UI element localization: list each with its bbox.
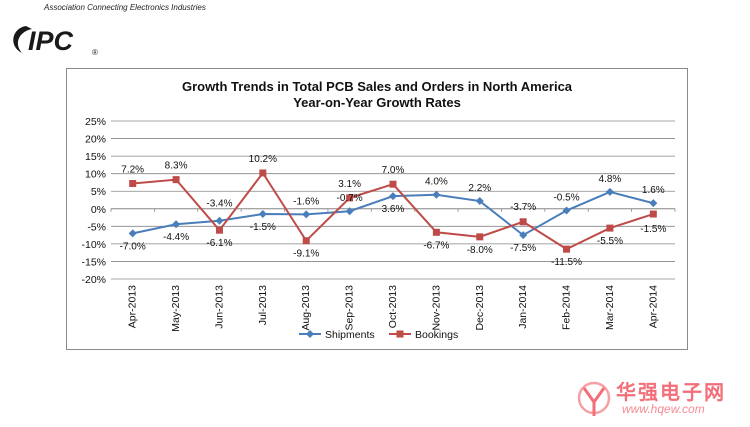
watermark-logo-icon <box>572 376 616 422</box>
y-tick-label: 5% <box>91 186 106 198</box>
y-tick-label: 0% <box>91 204 106 216</box>
bookings-data-label: -8.0% <box>467 245 493 256</box>
y-axis-ticks: 25% 20% 15% 10% 5% 0% -5% -10% -15% -20% <box>81 116 106 286</box>
shipments-point <box>172 220 180 228</box>
x-tick-label: May-2013 <box>170 285 182 332</box>
legend: Shipments Bookings <box>299 329 458 341</box>
bookings-data-label: 3.1% <box>338 179 361 190</box>
bookings-data-label: 10.2% <box>249 154 277 165</box>
legend-label: Shipments <box>325 329 375 341</box>
bookings-point <box>433 229 440 236</box>
x-tick-label: Jul-2013 <box>257 285 269 325</box>
shipments-data-label: 3.6% <box>382 204 405 215</box>
shipments-point <box>259 210 267 218</box>
shipments-point <box>302 210 310 218</box>
shipments-point <box>129 229 137 237</box>
x-tick-label: Sep-2013 <box>344 285 356 331</box>
bookings-point <box>650 211 657 218</box>
chart-frame: Growth Trends in Total PCB Sales and Ord… <box>66 68 688 350</box>
shipments-data-label: -1.6% <box>293 196 319 207</box>
x-tick-label: Mar-2014 <box>604 285 616 330</box>
bookings-data-label: -11.5% <box>551 257 582 268</box>
bookings-data-label: -6.7% <box>423 240 449 251</box>
bookings-data-label: -6.1% <box>206 238 232 249</box>
line-chart: Growth Trends in Total PCB Sales and Ord… <box>67 69 687 349</box>
x-tick-label: Dec-2013 <box>474 285 486 331</box>
shipments-data-label: -3.4% <box>206 199 232 210</box>
y-tick-label: 25% <box>85 116 106 128</box>
shipments-point <box>606 188 614 196</box>
shipments-point <box>215 217 223 225</box>
x-tick-label: Jun-2013 <box>213 285 225 329</box>
x-tick-label: Feb-2014 <box>561 285 573 330</box>
legend-label: Bookings <box>415 329 458 341</box>
y-tick-label: -15% <box>81 256 106 268</box>
shipments-data-label: 4.0% <box>425 177 448 188</box>
shipments-data-label: 1.6% <box>642 185 665 196</box>
x-tick-label: Nov-2013 <box>430 285 442 331</box>
tagline: Association Connecting Electronics Indus… <box>44 3 206 12</box>
watermark-text: 华强电子网 <box>616 376 726 405</box>
bookings-point <box>563 246 570 253</box>
logo-text: IPC <box>28 26 74 56</box>
bookings-point <box>173 176 180 183</box>
shipments-data-label: -0.7% <box>337 193 363 204</box>
shipments-data-label: 4.8% <box>599 174 622 185</box>
data-labels: -7.0% -4.4% -3.4% -1.5% -1.6% -0.7% 3.6% 4.0% 2.… <box>120 154 667 268</box>
shipments-data-label: 2.2% <box>468 183 491 194</box>
chart-subtitle: Year-on-Year Growth Rates <box>293 95 461 110</box>
y-tick-label: -10% <box>81 239 106 251</box>
x-tick-label: Oct-2013 <box>387 285 399 328</box>
bookings-point <box>390 181 397 188</box>
y-tick-label: -20% <box>81 274 106 286</box>
y-tick-label: 20% <box>85 134 106 146</box>
bookings-point <box>216 227 223 234</box>
bookings-data-label: 7.2% <box>121 164 144 175</box>
x-tick-label: Apr-2014 <box>647 285 659 328</box>
legend-marker <box>397 331 404 338</box>
bookings-data-label: -1.5% <box>640 224 666 235</box>
watermark: 华强电子网 www.hqew.com <box>572 376 748 422</box>
y-tick-label: 15% <box>85 151 106 163</box>
bookings-data-label: 8.3% <box>165 161 188 172</box>
bookings-point <box>259 169 266 176</box>
y-tick-label: -5% <box>87 221 106 233</box>
shipments-point <box>389 192 397 200</box>
bookings-point <box>476 233 483 240</box>
bookings-data-label: -9.1% <box>293 249 319 260</box>
x-axis-ticks: Apr-2013 May-2013 Jun-2013 Jul-2013 Aug-2013… <box>127 285 660 332</box>
shipments-point <box>563 207 571 215</box>
watermark-url: www.hqew.com <box>622 402 705 416</box>
header: Association Connecting Electronics Indus… <box>0 0 750 70</box>
shipments-data-label: -0.5% <box>553 193 579 204</box>
bookings-data-label: -5.5% <box>597 236 623 247</box>
bookings-data-label: -3.7% <box>510 202 536 213</box>
y-tick-label: 10% <box>85 169 106 181</box>
bookings-data-label: 7.0% <box>382 165 405 176</box>
logo-registered: ® <box>92 48 98 57</box>
shipments-point <box>649 199 657 207</box>
chart-title: Growth Trends in Total PCB Sales and Ord… <box>182 79 573 94</box>
shipments-data-label: -4.4% <box>163 232 189 243</box>
x-tick-label: Jan-2014 <box>517 285 529 329</box>
bookings-point <box>520 218 527 225</box>
x-tick-label: Aug-2013 <box>300 285 312 331</box>
shipments-point <box>432 191 440 199</box>
bookings-point <box>303 237 310 244</box>
x-tick-label: Apr-2013 <box>127 285 139 328</box>
shipments-data-label: -7.5% <box>510 243 536 254</box>
shipments-data-label: -7.0% <box>120 241 146 252</box>
bookings-point <box>129 180 136 187</box>
ipc-logo: IPC ® <box>6 20 106 60</box>
bookings-point <box>606 225 613 232</box>
shipments-data-label: -1.5% <box>250 222 276 233</box>
